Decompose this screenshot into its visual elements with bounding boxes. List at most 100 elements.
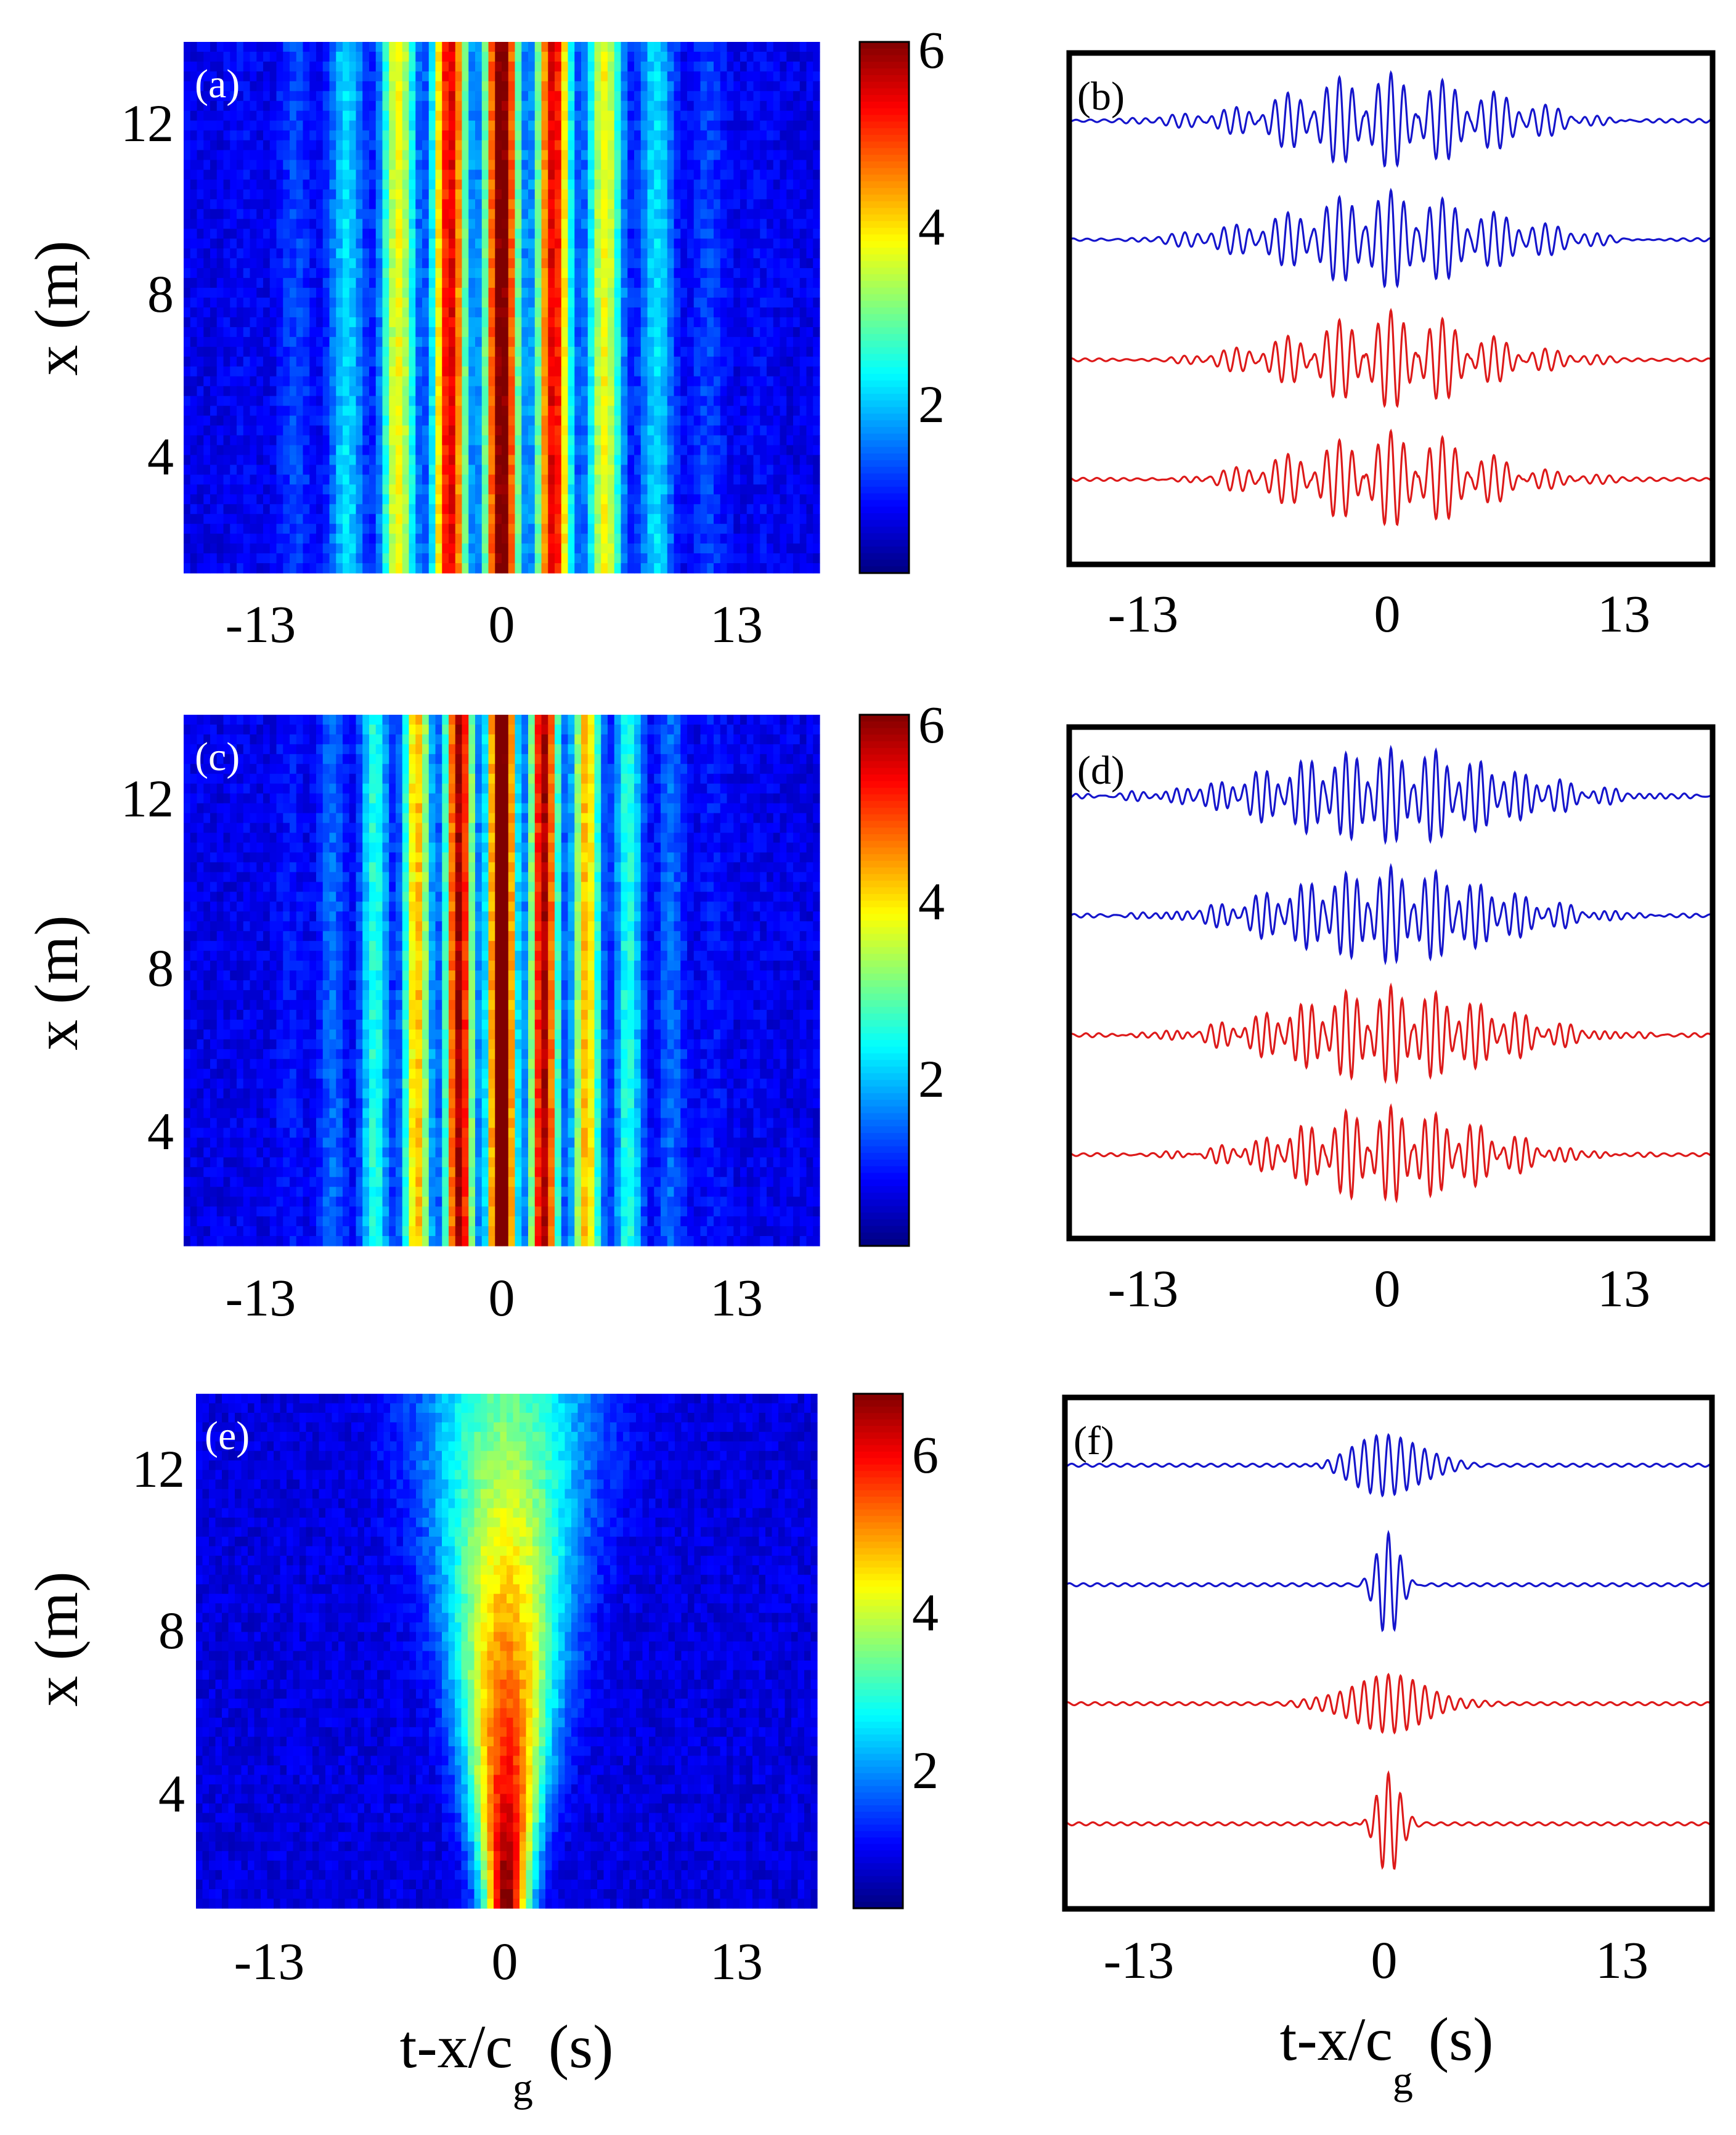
heatmap-cell (343, 288, 350, 298)
heatmap-cell (481, 189, 489, 200)
heatmap-cell (587, 199, 595, 209)
heatmap-cell (786, 209, 794, 219)
heatmap-cell (230, 494, 237, 505)
heatmap-cell (813, 504, 820, 514)
heatmap-cell (322, 543, 330, 554)
heatmap-cell (369, 455, 377, 465)
heatmap-cell (555, 278, 562, 288)
heatmap-cell (223, 268, 230, 279)
heatmap-cell (707, 484, 714, 495)
heatmap-cell (336, 396, 343, 407)
heatmap-cell (700, 71, 707, 82)
heatmap-cell (813, 42, 820, 52)
heatmap-cell (415, 366, 423, 377)
heatmap-cell (760, 307, 767, 318)
heatmap-cell (534, 81, 542, 92)
heatmap-cell (780, 346, 787, 357)
heatmap-cell (555, 336, 562, 348)
heatmap-cell (349, 356, 357, 367)
heatmap-cell (654, 61, 661, 72)
heatmap-cell (773, 189, 781, 200)
heatmap-cell (303, 386, 310, 397)
heatmap-cell (369, 543, 377, 554)
heatmap-cell (786, 543, 794, 554)
heatmap-cell (203, 258, 211, 269)
heatmap-cell (343, 455, 350, 465)
heatmap-cell (396, 130, 403, 141)
heatmap-cell (647, 179, 654, 190)
heatmap-cell (375, 150, 383, 161)
heatmap-cell (581, 415, 589, 426)
heatmap-cell (488, 415, 495, 426)
heatmap-cell (435, 150, 442, 161)
heatmap-cell (349, 61, 357, 72)
heatmap-cell (256, 189, 264, 200)
heatmap-cell (568, 91, 575, 102)
heatmap-cell (343, 445, 350, 456)
heatmap-cell (296, 376, 304, 387)
heatmap-cell (468, 71, 476, 82)
heatmap-cell (733, 61, 741, 72)
heatmap-cell (773, 120, 781, 131)
heatmap-cell (402, 327, 410, 338)
heatmap-cell (396, 169, 403, 181)
heatmap-cell (356, 248, 363, 259)
heatmap-cell (799, 81, 807, 92)
heatmap-cell (276, 435, 283, 446)
heatmap-cell (455, 110, 463, 121)
heatmap-cell (223, 130, 230, 141)
heatmap-cell (290, 100, 297, 112)
heatmap-cell (647, 61, 654, 72)
heatmap-cell (276, 356, 283, 367)
heatmap-cell (256, 258, 264, 269)
heatmap-cell (216, 130, 224, 141)
heatmap-cell (223, 425, 230, 436)
heatmap-cell (634, 465, 642, 475)
heatmap-cell (322, 71, 330, 82)
heatmap-cell (382, 91, 389, 102)
heatmap-cell (608, 543, 615, 554)
heatmap-cell (727, 484, 734, 495)
heatmap-cell (349, 248, 357, 259)
heatmap-cell (799, 189, 807, 200)
heatmap-cell (746, 209, 754, 219)
heatmap-cell (316, 258, 324, 269)
heatmap-cell (409, 130, 416, 141)
heatmap-cell (541, 130, 548, 141)
heatmap-cell (740, 258, 748, 269)
heatmap-cell (693, 268, 701, 279)
heatmap-cell (773, 199, 781, 209)
heatmap-cell (714, 258, 721, 269)
heatmap-cell (614, 51, 622, 62)
heatmap-cell (760, 484, 767, 495)
heatmap-cell (356, 445, 363, 456)
heatmap-cell (555, 51, 562, 62)
heatmap-cell (263, 169, 271, 181)
heatmap-cell (654, 543, 661, 554)
heatmap-cell (528, 130, 536, 141)
heatmap-cell (548, 219, 555, 229)
heatmap-cell (693, 130, 701, 141)
heatmap-cell (773, 91, 781, 102)
heatmap-cell (640, 189, 648, 200)
heatmap-cell (714, 219, 721, 229)
heatmap-cell (349, 209, 357, 219)
heatmap-cell (568, 504, 575, 514)
heatmap-cell (581, 110, 589, 121)
heatmap-cell (574, 484, 582, 495)
heatmap-cell (608, 199, 615, 209)
heatmap-cell (614, 268, 622, 279)
heatmap-cell (250, 504, 257, 514)
heatmap-cell (375, 298, 383, 308)
heatmap-cell (687, 484, 695, 495)
heatmap-cell (654, 140, 661, 151)
heatmap-cell (667, 268, 675, 279)
heatmap-cell (488, 474, 495, 485)
heatmap-cell (614, 376, 622, 387)
heatmap-cell (243, 386, 251, 397)
heatmap-cell (581, 150, 589, 161)
heatmap-cell (608, 258, 615, 269)
heatmap-cell (700, 445, 707, 456)
heatmap-cell (760, 405, 767, 417)
heatmap-cell (614, 248, 622, 259)
